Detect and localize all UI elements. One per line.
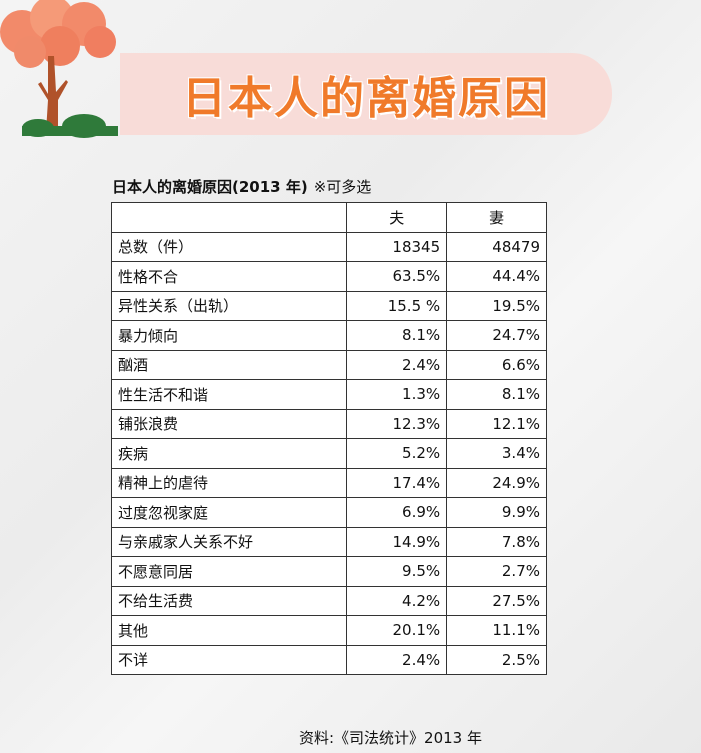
wife-value: 7.8% [446, 526, 547, 557]
row-label: 其他 [110, 615, 348, 646]
husband-value: 14.9% [346, 526, 448, 557]
source-note: 资料:《司法统计》2013 年 [299, 729, 482, 747]
table-caption: 日本人的离婚原因(2013 年) ※可多选 [112, 176, 371, 197]
table-row: 不给生活费 4.2% 27.5% [110, 585, 547, 616]
table-row: 性格不合 63.5% 44.4% [110, 261, 547, 292]
wife-value: 2.5% [446, 644, 547, 675]
husband-value: 12.3% [346, 408, 448, 439]
wife-value: 6.6% [446, 349, 547, 380]
row-label: 性生活不和谐 [110, 379, 348, 410]
row-label: 不给生活费 [110, 585, 348, 616]
table-row: 其他 20.1% 11.1% [110, 615, 547, 646]
header-husband: 夫 [346, 202, 448, 233]
table-row: 总数（件） 18345 48479 [110, 231, 547, 262]
husband-value: 18345 [346, 231, 448, 262]
row-label: 铺张浪费 [110, 408, 348, 439]
wife-value: 8.1% [446, 379, 547, 410]
wife-value: 3.4% [446, 438, 547, 469]
title-banner: 日本人的离婚原因 [120, 53, 612, 135]
header-blank-cell [110, 202, 348, 233]
wife-value: 48479 [446, 231, 547, 262]
husband-value: 6.9% [346, 497, 448, 528]
husband-value: 2.4% [346, 644, 448, 675]
wife-value: 11.1% [446, 615, 547, 646]
table-row: 精神上的虐待 17.4% 24.9% [110, 467, 547, 498]
wife-value: 27.5% [446, 585, 547, 616]
wife-value: 24.9% [446, 467, 547, 498]
row-label: 与亲戚家人关系不好 [110, 526, 348, 557]
tree-foliage-icon [0, 0, 116, 68]
husband-value: 9.5% [346, 556, 448, 587]
wife-value: 9.9% [446, 497, 547, 528]
row-label: 性格不合 [110, 261, 348, 292]
husband-value: 15.5 % [346, 290, 448, 321]
divorce-reasons-table: 夫 妻 总数（件） 18345 48479 性格不合 63.5% 44.4% 异性关系（… [110, 202, 547, 675]
husband-value: 20.1% [346, 615, 448, 646]
wife-value: 12.1% [446, 408, 547, 439]
row-label: 过度忽视家庭 [110, 497, 348, 528]
table-row: 暴力倾向 8.1% 24.7% [110, 320, 547, 351]
husband-value: 1.3% [346, 379, 448, 410]
row-label: 精神上的虐待 [110, 467, 348, 498]
row-label: 暴力倾向 [110, 320, 348, 351]
table-row: 异性关系（出轨） 15.5 % 19.5% [110, 290, 547, 321]
table-row: 铺张浪费 12.3% 12.1% [110, 408, 547, 439]
bush-icon [22, 114, 118, 138]
row-label: 异性关系（出轨） [110, 290, 348, 321]
row-label: 酗酒 [110, 349, 348, 380]
husband-value: 63.5% [346, 261, 448, 292]
husband-value: 2.4% [346, 349, 448, 380]
table-header-row: 夫 妻 [110, 202, 547, 233]
row-label: 疾病 [110, 438, 348, 469]
row-label: 总数（件） [110, 231, 348, 262]
page-title: 日本人的离婚原因 [182, 73, 550, 124]
table-caption-note: ※可多选 [313, 178, 372, 196]
row-label: 不愿意同居 [110, 556, 348, 587]
husband-value: 5.2% [346, 438, 448, 469]
tree-trunk-icon [38, 56, 68, 132]
wife-value: 24.7% [446, 320, 547, 351]
row-label: 不详 [110, 644, 348, 675]
wife-value: 44.4% [446, 261, 547, 292]
table-row: 过度忽视家庭 6.9% 9.9% [110, 497, 547, 528]
tree-illustration [0, 0, 118, 138]
table-row: 疾病 5.2% 3.4% [110, 438, 547, 469]
table-row: 酗酒 2.4% 6.6% [110, 349, 547, 380]
husband-value: 4.2% [346, 585, 448, 616]
header-wife: 妻 [446, 202, 547, 233]
table-row: 不详 2.4% 2.5% [110, 644, 547, 675]
husband-value: 17.4% [346, 467, 448, 498]
wife-value: 19.5% [446, 290, 547, 321]
husband-value: 8.1% [346, 320, 448, 351]
table-row: 性生活不和谐 1.3% 8.1% [110, 379, 547, 410]
table-row: 与亲戚家人关系不好 14.9% 7.8% [110, 526, 547, 557]
wife-value: 2.7% [446, 556, 547, 587]
table-row: 不愿意同居 9.5% 2.7% [110, 556, 547, 587]
table-caption-text: 日本人的离婚原因(2013 年) [112, 178, 308, 196]
